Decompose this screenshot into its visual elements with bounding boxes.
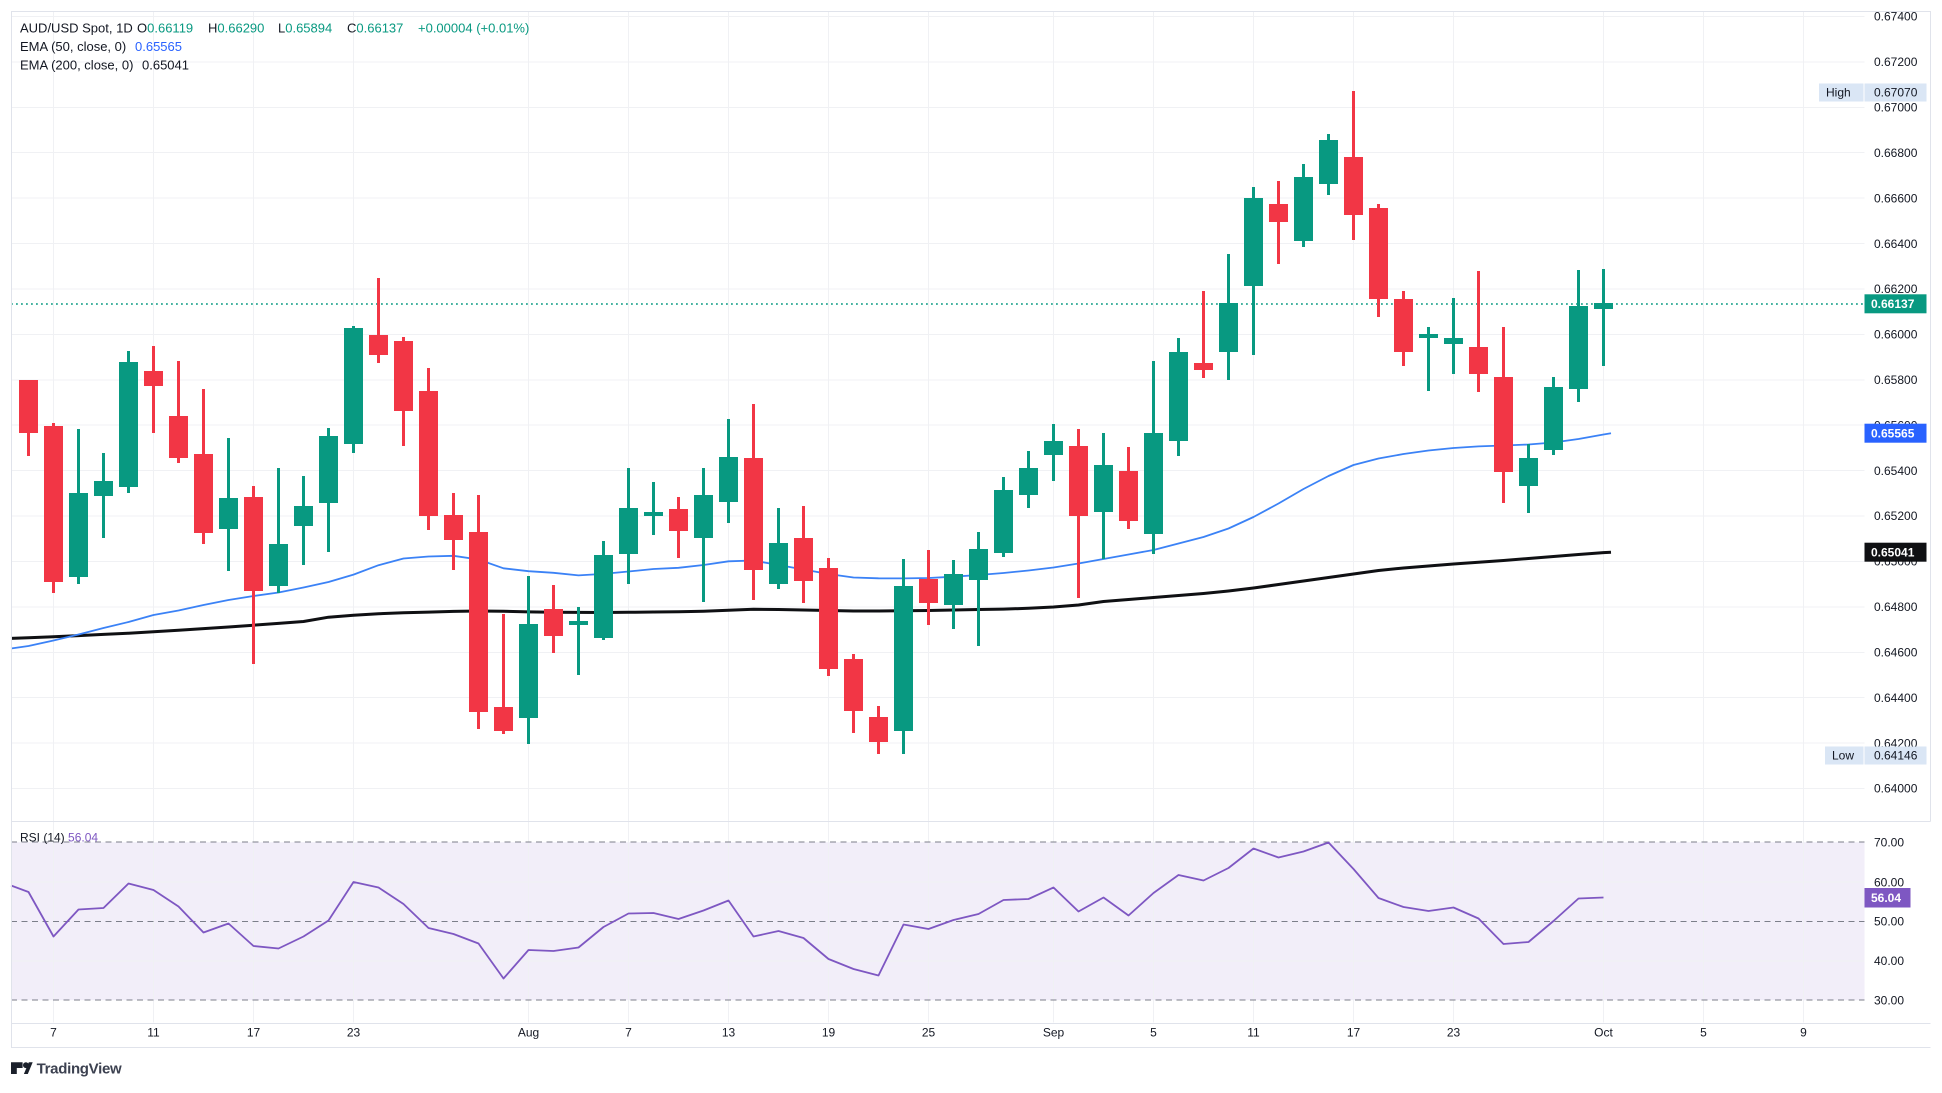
svg-text:RSI (14) 56.04: RSI (14) 56.04: [20, 831, 98, 845]
svg-text:High: High: [1826, 86, 1851, 100]
svg-text:0.65565: 0.65565: [1871, 426, 1915, 440]
svg-text:0.64400: 0.64400: [1874, 691, 1918, 705]
svg-text:13: 13: [722, 1026, 736, 1040]
svg-text:50.00: 50.00: [1874, 915, 1904, 929]
svg-text:60.00: 60.00: [1874, 875, 1904, 889]
svg-text:40.00: 40.00: [1874, 954, 1904, 968]
svg-text:0.64600: 0.64600: [1874, 646, 1918, 660]
svg-text:0.65400: 0.65400: [1874, 464, 1918, 478]
svg-text:0.65200: 0.65200: [1874, 509, 1918, 523]
svg-text:17: 17: [247, 1026, 261, 1040]
svg-text:Aug: Aug: [518, 1026, 539, 1040]
svg-text:70.00: 70.00: [1874, 835, 1904, 849]
svg-text:0.67400: 0.67400: [1874, 10, 1918, 24]
svg-text:5: 5: [1700, 1026, 1707, 1040]
svg-text:Sep: Sep: [1043, 1026, 1065, 1040]
svg-text:0.67000: 0.67000: [1874, 101, 1918, 115]
svg-text:0.67070: 0.67070: [1874, 86, 1918, 100]
svg-text:0.64000: 0.64000: [1874, 782, 1918, 796]
svg-text:TradingView: TradingView: [37, 1060, 122, 1077]
svg-text:5: 5: [1150, 1026, 1157, 1040]
svg-text:EMA (50, close, 0)0.65565: EMA (50, close, 0) 0.65565: [20, 39, 182, 54]
svg-text:AUD/USD Spot, 1D: AUD/USD Spot, 1D: [20, 21, 133, 36]
svg-text:0.66000: 0.66000: [1874, 328, 1918, 342]
svg-text:0.67200: 0.67200: [1874, 55, 1918, 69]
svg-text:9: 9: [1800, 1026, 1807, 1040]
svg-text:25: 25: [922, 1026, 936, 1040]
svg-text:11: 11: [147, 1026, 160, 1040]
svg-text:0.66137: 0.66137: [1871, 297, 1915, 311]
svg-text:0.66600: 0.66600: [1874, 191, 1918, 205]
svg-text:0.66400: 0.66400: [1874, 237, 1918, 251]
svg-text:0.65041: 0.65041: [1871, 545, 1915, 559]
svg-text:Oct: Oct: [1594, 1026, 1613, 1040]
svg-text:0.65800: 0.65800: [1874, 373, 1918, 387]
svg-text:0.64800: 0.64800: [1874, 600, 1918, 614]
svg-text:7: 7: [50, 1026, 57, 1040]
svg-text:23: 23: [1447, 1026, 1461, 1040]
svg-text:11: 11: [1247, 1026, 1260, 1040]
svg-text:0.64146: 0.64146: [1874, 749, 1918, 763]
svg-text:30.00: 30.00: [1874, 993, 1904, 1007]
svg-text:0.66800: 0.66800: [1874, 146, 1918, 160]
svg-text:Low: Low: [1832, 749, 1854, 763]
svg-text:17: 17: [1347, 1026, 1361, 1040]
svg-text:19: 19: [822, 1026, 836, 1040]
svg-text:56.04: 56.04: [1871, 891, 1901, 905]
svg-text:0.66200: 0.66200: [1874, 282, 1918, 296]
svg-text:23: 23: [347, 1026, 361, 1040]
svg-text:EMA (200, close, 0)0.65041: EMA (200, close, 0) 0.65041: [20, 58, 189, 73]
svg-text:7: 7: [625, 1026, 632, 1040]
